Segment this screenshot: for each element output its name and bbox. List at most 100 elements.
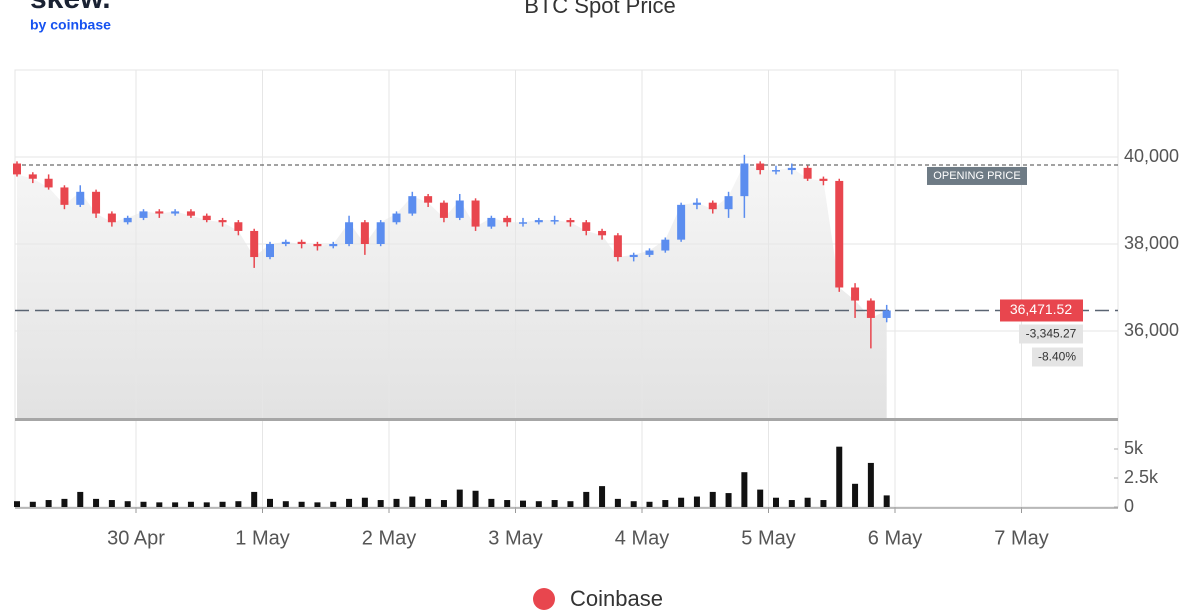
x-tick-label: 4 May (615, 527, 669, 549)
candle-body (787, 167, 796, 171)
volume-bar (804, 497, 811, 507)
candle-body (139, 211, 148, 218)
candle-body (534, 220, 543, 223)
candle-body (313, 244, 322, 247)
candle-body (740, 163, 749, 197)
last-price-tag (1000, 299, 1083, 322)
volume-bar (440, 500, 447, 507)
candle-body (471, 200, 480, 227)
candle-body (455, 200, 464, 218)
candle-body (661, 239, 670, 251)
candle-body (519, 222, 527, 224)
x-tick-label: 2 May (362, 527, 416, 549)
volume-bar (883, 495, 890, 507)
opening-price-box (927, 166, 1027, 185)
volume-bar (140, 501, 147, 507)
candle-body (582, 222, 591, 231)
volume-bar (630, 501, 637, 507)
candle-body (281, 241, 290, 244)
volume-bar (203, 502, 210, 507)
candle-body (92, 191, 101, 214)
volume-bar (267, 498, 273, 507)
volume-bar (456, 489, 463, 507)
volume-bar (425, 498, 432, 507)
volume-bar (567, 501, 574, 507)
candle-body (882, 310, 891, 318)
candle-body (550, 220, 559, 222)
candle-body (171, 211, 180, 214)
volume-bar (836, 446, 843, 507)
volume-bar (156, 502, 163, 507)
volume-bar (725, 493, 732, 507)
volume-bar (599, 486, 606, 507)
candle-body (819, 178, 828, 181)
pane-separator (15, 418, 1118, 421)
x-tick-label: 5 May (741, 527, 795, 549)
volume-bar (757, 489, 764, 507)
candle-body (487, 217, 496, 227)
volume-bar (45, 500, 52, 507)
volume-bar (172, 502, 179, 507)
volume-bar (377, 500, 384, 507)
candle-body (613, 235, 622, 258)
candle-body (13, 163, 21, 175)
candle-body (408, 196, 417, 214)
volume-bar (314, 502, 321, 507)
volume-bar (504, 500, 511, 507)
volume-bar (520, 500, 526, 507)
volume-bar (282, 501, 289, 507)
candle-body (392, 213, 401, 223)
candle-body (835, 180, 844, 288)
volume-bar (219, 501, 226, 507)
change-pct-box (1032, 347, 1083, 367)
change-pct-label: -8.40% (1038, 350, 1076, 364)
volume-bar (61, 498, 68, 507)
volume-bar (693, 496, 700, 507)
volume-bar (393, 498, 400, 507)
volume-bar (29, 501, 36, 507)
volume-bar (741, 472, 748, 507)
candle-body (297, 241, 306, 244)
opening-price-label: OPENING PRICE (933, 170, 1020, 182)
candle-body (44, 178, 53, 188)
candle-body (756, 163, 765, 171)
candle-body (724, 196, 733, 210)
candle-body (202, 215, 211, 221)
candle-body (60, 187, 69, 205)
volume-bar (614, 498, 621, 507)
volume-tick-label: 5k (1124, 438, 1144, 458)
y-tick-label: 36,000 (1124, 320, 1179, 340)
last-price-label: 36,471.52 (1010, 301, 1072, 317)
volume-bar (472, 490, 479, 507)
volume-bar (646, 501, 653, 507)
x-tick-label: 7 May (994, 527, 1048, 549)
change-label: -3,345.27 (1026, 327, 1077, 341)
candle-body (677, 204, 686, 240)
legend-marker (533, 588, 555, 610)
volume-tick-label: 2.5k (1124, 467, 1159, 487)
candle-body (329, 244, 338, 247)
volume-bar (773, 497, 779, 507)
candle-body (598, 230, 607, 236)
volume-bar (709, 491, 716, 507)
volume-bar (678, 497, 685, 507)
candle-body (218, 220, 227, 223)
candle-body (629, 254, 638, 258)
candle-body (155, 211, 164, 214)
volume-bar (93, 498, 100, 507)
candle-body (424, 196, 433, 203)
candle-body (645, 250, 654, 255)
plot-frame (14, 69, 1119, 508)
volume-bar (235, 501, 242, 507)
candle-body (107, 213, 116, 223)
candle-body (28, 174, 37, 179)
volume-bar (867, 462, 874, 507)
candle-body (503, 217, 512, 223)
candle-body (76, 191, 85, 205)
volume-bar (330, 501, 337, 507)
volume-bar (361, 497, 368, 507)
candle-body (186, 211, 195, 216)
candle-body (360, 222, 369, 244)
candle-body (266, 244, 274, 258)
